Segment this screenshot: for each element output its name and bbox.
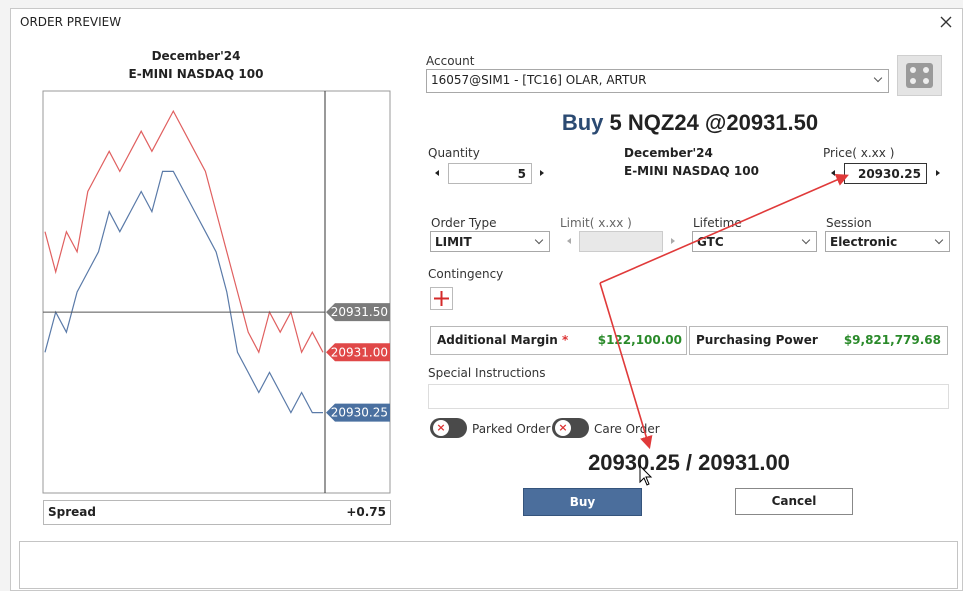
price-tag	[326, 343, 390, 362]
quote: 20930.25 / 20931.00	[588, 450, 790, 475]
price-line	[44, 109, 324, 354]
add-contingency[interactable]	[430, 287, 453, 310]
headline: Buy 5 NQZ24 @20931.50	[430, 110, 950, 136]
close-button[interactable]	[940, 16, 952, 28]
instrument-month: December'24	[151, 49, 241, 63]
center-month: December'24	[624, 146, 713, 160]
spread-box	[43, 500, 391, 525]
headline-detail: 5 NQZ24 @20931.50	[609, 110, 819, 135]
lifetime-value: GTC	[697, 235, 724, 249]
bottom-panel	[19, 541, 958, 589]
order-type-value: LIMIT	[435, 235, 472, 249]
session-label: Session	[826, 216, 872, 230]
account-value: 16057@SIM1 - [TC16] OLAR, ARTUR	[431, 73, 647, 87]
lifetime-label: Lifetime	[693, 216, 742, 230]
cancel-button[interactable]: Cancel	[735, 488, 853, 515]
quantity-label: Quantity	[428, 146, 480, 160]
care-toggle[interactable]: ×	[552, 418, 589, 438]
order-type-label: Order Type	[431, 216, 497, 230]
price-value: 20930.25	[857, 167, 921, 181]
price-tag-label: 20931.00	[331, 345, 388, 359]
price-line	[44, 170, 323, 414]
limit-label: Limit( x.xx )	[560, 216, 632, 230]
price-tag-label: 20931.50	[331, 305, 388, 319]
session-value: Electronic	[830, 235, 898, 249]
limit-input	[579, 231, 663, 252]
instructions-label: Special Instructions	[428, 366, 546, 380]
window-title: ORDER PREVIEW	[20, 15, 122, 29]
chart-frame	[42, 90, 391, 494]
margin-value: $122,100.00	[597, 333, 682, 347]
quantity-value: 5	[517, 167, 526, 181]
order-type-select[interactable]: LIMIT	[430, 231, 550, 252]
instructions-input[interactable]	[428, 384, 949, 409]
account-label: Account	[426, 54, 475, 68]
parked-label: Parked Order	[472, 422, 551, 436]
margin-label-text: Additional Margin	[437, 333, 558, 347]
price-label: Price( x.xx )	[823, 146, 895, 160]
instrument-name: E-MINI NASDAQ 100	[128, 67, 264, 81]
price-tag	[326, 303, 390, 322]
price-tag	[326, 403, 390, 422]
spread-value: +0.75	[346, 505, 386, 519]
margin-label: Additional Margin *	[437, 333, 568, 347]
account-icon[interactable]	[897, 55, 942, 96]
quantity-input[interactable]: 5	[448, 163, 532, 184]
margin-required: *	[562, 333, 569, 347]
care-label: Care Order	[594, 422, 660, 436]
power-box	[689, 326, 948, 355]
price-tag-label: 20930.25	[331, 406, 388, 420]
buy-button[interactable]: Buy	[523, 488, 642, 516]
power-label: Purchasing Power	[696, 333, 818, 347]
account-select[interactable]: 16057@SIM1 - [TC16] OLAR, ARTUR	[426, 69, 889, 93]
spread-label: Spread	[48, 505, 96, 519]
session-select[interactable]: Electronic	[825, 231, 950, 252]
headline-side: Buy	[561, 110, 604, 135]
center-name: E-MINI NASDAQ 100	[624, 164, 759, 178]
parked-toggle[interactable]: ×	[430, 418, 467, 438]
price-input[interactable]: 20930.25	[844, 163, 927, 184]
contingency-label: Contingency	[428, 267, 504, 281]
power-value: $9,821,779.68	[843, 333, 941, 347]
lifetime-select[interactable]: GTC	[692, 231, 817, 252]
